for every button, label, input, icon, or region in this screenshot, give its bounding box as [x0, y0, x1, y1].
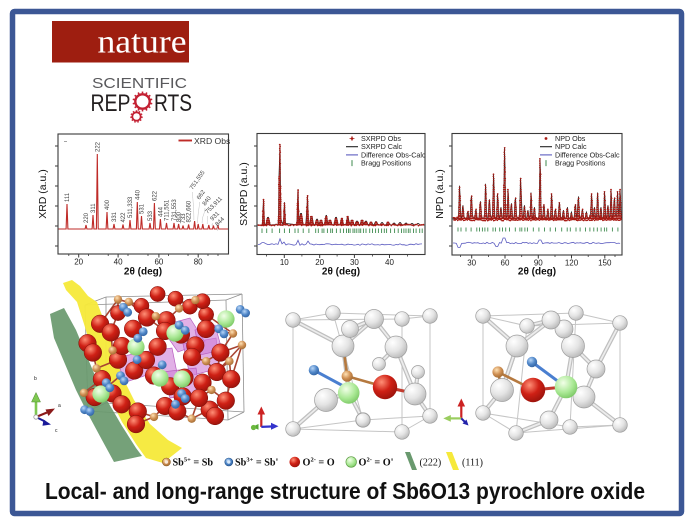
svg-text:REP: REP [91, 90, 131, 117]
svg-text:NPD (a.u.): NPD (a.u.) [434, 169, 446, 219]
svg-text:800: 800 [177, 211, 183, 222]
svg-text:30: 30 [350, 258, 359, 267]
svg-text:90: 90 [534, 259, 543, 268]
svg-text:nature: nature [98, 25, 187, 61]
svg-text:RTS: RTS [154, 90, 192, 117]
svg-text:840: 840 [202, 195, 213, 207]
svg-text:311: 311 [91, 203, 97, 213]
svg-text:2θ (deg): 2θ (deg) [124, 267, 162, 278]
svg-text:444: 444 [159, 206, 165, 217]
svg-text:20: 20 [74, 258, 83, 267]
svg-text:XRD Obs: XRD Obs [194, 136, 230, 146]
svg-text:60: 60 [154, 258, 163, 267]
svg-text:NPD Calc: NPD Calc [555, 142, 587, 151]
svg-text:400: 400 [105, 199, 111, 210]
svg-text:20: 20 [315, 258, 324, 267]
svg-text:711,551: 711,551 [165, 199, 171, 221]
svg-text:(222): (222) [420, 458, 442, 469]
svg-text:511,333: 511,333 [128, 196, 134, 218]
svg-text:SXRPD Calc: SXRPD Calc [361, 142, 403, 151]
svg-text:Sb3+ = Sb': Sb3+ = Sb' [235, 457, 279, 469]
svg-text:SXRPD (a.u.): SXRPD (a.u.) [238, 162, 250, 226]
svg-text:c: c [55, 428, 58, 434]
svg-text:422: 422 [121, 212, 127, 223]
svg-text:30: 30 [467, 259, 476, 268]
svg-text:331: 331 [112, 211, 118, 222]
svg-text:10: 10 [280, 258, 289, 267]
svg-text:2θ (deg): 2θ (deg) [322, 267, 360, 278]
svg-text:662: 662 [196, 189, 207, 201]
svg-text:733: 733 [181, 213, 187, 224]
svg-text:222: 222 [95, 141, 101, 152]
svg-text:O2- = O': O2- = O' [359, 457, 394, 469]
svg-text:Difference Obs-Calc: Difference Obs-Calc [361, 150, 426, 159]
svg-text:(111): (111) [462, 458, 483, 469]
svg-text:531: 531 [140, 203, 146, 214]
svg-text:40: 40 [385, 258, 394, 267]
svg-text:533: 533 [148, 210, 154, 221]
svg-text:Bragg Positions: Bragg Positions [361, 159, 412, 168]
svg-text:150: 150 [598, 259, 612, 268]
svg-text:440: 440 [135, 189, 141, 200]
svg-text:XRD (a.u.): XRD (a.u.) [37, 169, 49, 219]
svg-text:931: 931 [210, 211, 222, 223]
svg-text:Sb5+ = Sb: Sb5+ = Sb [173, 457, 214, 469]
svg-text:822,660: 822,660 [187, 200, 193, 222]
svg-text:Bragg Positions: Bragg Positions [555, 159, 606, 168]
svg-text:a: a [58, 403, 61, 409]
svg-text:SCIENTIFIC: SCIENTIFIC [92, 76, 187, 92]
svg-text:SXRPD Obs: SXRPD Obs [361, 134, 401, 143]
svg-text:O2- = O: O2- = O [303, 457, 335, 469]
svg-text:2θ (deg): 2θ (deg) [518, 267, 556, 278]
svg-text:Local- and long-range structur: Local- and long-range structure of Sb6O1… [45, 478, 645, 504]
svg-text:60: 60 [501, 259, 510, 268]
svg-text:120: 120 [565, 259, 579, 268]
svg-text:731,553: 731,553 [172, 199, 178, 221]
svg-text:b: b [34, 376, 37, 382]
svg-text:844: 844 [215, 216, 227, 228]
svg-text:220: 220 [84, 212, 90, 223]
svg-text:622: 622 [153, 190, 159, 201]
svg-text:40: 40 [114, 258, 123, 267]
svg-text:111: 111 [65, 192, 71, 202]
svg-text:NPD Obs: NPD Obs [555, 134, 586, 143]
svg-text:Difference Obs-Calc: Difference Obs-Calc [555, 150, 620, 159]
svg-text:80: 80 [194, 258, 203, 267]
